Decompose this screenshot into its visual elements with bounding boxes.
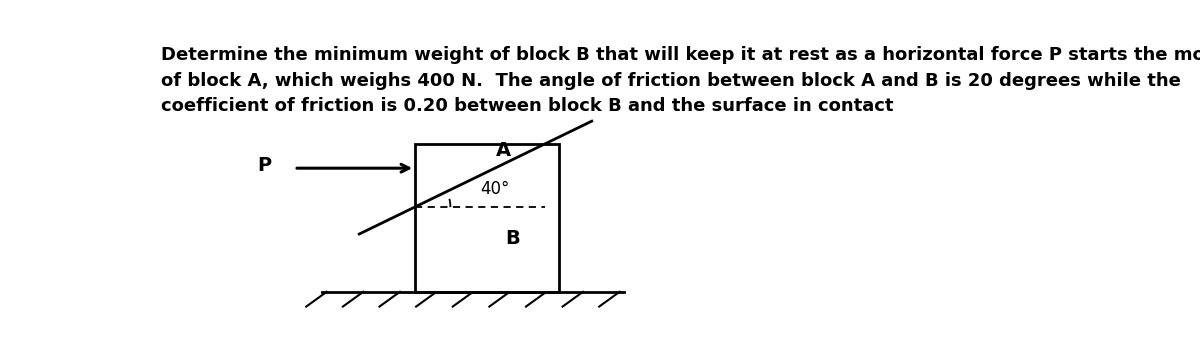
Text: 40°: 40° [480,180,510,198]
Bar [415,144,559,292]
Text: Determine the minimum weight of block B that will keep it at rest as a horizonta: Determine the minimum weight of block B … [161,46,1200,115]
Text: P: P [257,156,271,175]
Text: B: B [505,229,520,247]
Text: A: A [496,141,511,160]
